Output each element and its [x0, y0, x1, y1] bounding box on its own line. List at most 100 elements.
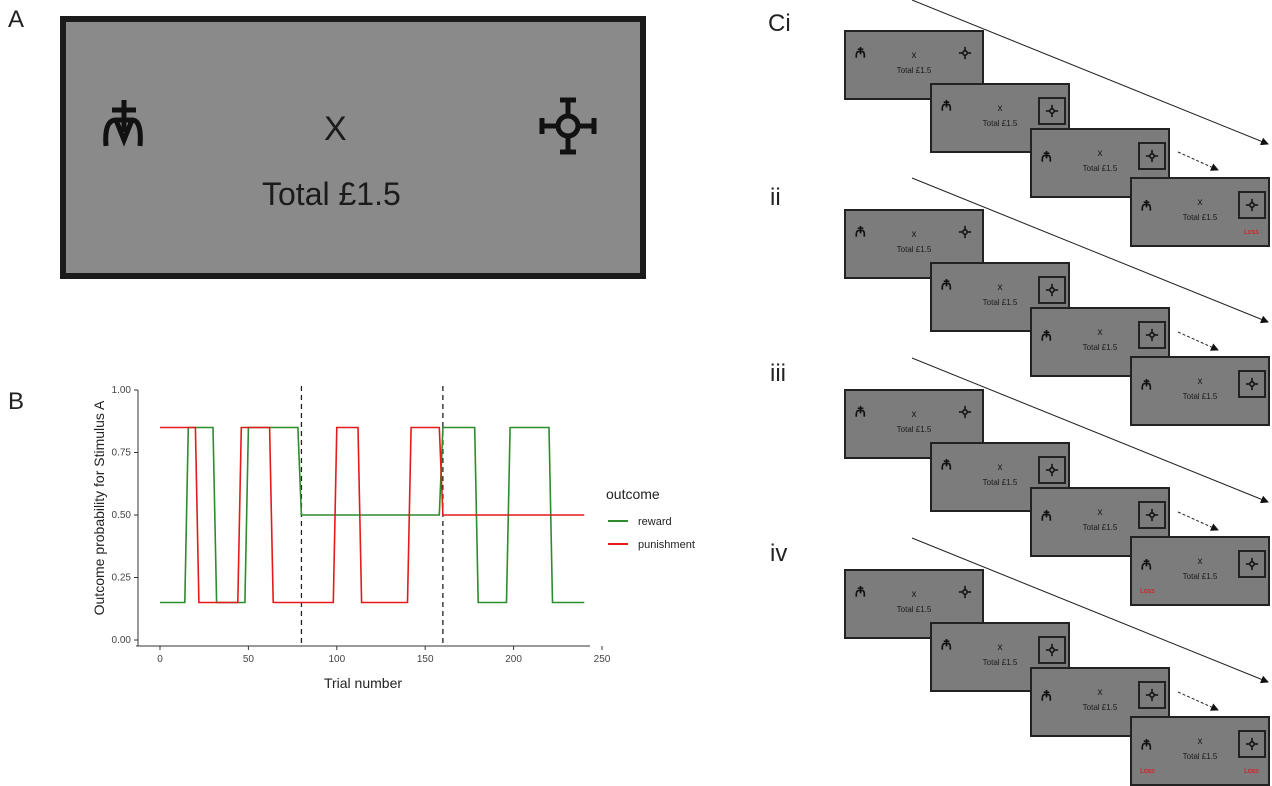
- trial-frame-ii-4: x Total £1.5: [1130, 356, 1270, 426]
- panel-label-iii: iii: [770, 360, 786, 387]
- legend-reward-label: reward: [638, 516, 672, 528]
- total-winnings: Total £1.5: [1182, 572, 1218, 581]
- legend-title: outcome: [606, 486, 660, 502]
- total-winnings: Total £1.5: [1182, 752, 1218, 761]
- total-winnings: Total £1.5: [1082, 343, 1118, 352]
- selection-box: [1238, 191, 1266, 219]
- fixation-cross: x: [997, 103, 1003, 114]
- loss-feedback: Loss: [1140, 768, 1155, 775]
- stimulus-a-icon: [1140, 199, 1154, 218]
- stimulus-a-icon: [1040, 509, 1054, 528]
- y-tick-label: 0.00: [112, 635, 132, 646]
- stimulus-a-icon: [940, 638, 954, 657]
- stimulus-b-icon: [1145, 328, 1159, 347]
- stimulus-b-icon: [1045, 283, 1059, 302]
- fixation-cross: x: [911, 589, 917, 600]
- series-line-reward: [160, 426, 585, 604]
- feedback-arrow-ii: [1177, 331, 1219, 351]
- panel-label-ci: Ci: [768, 10, 791, 37]
- stimulus-b-icon: [1145, 688, 1159, 707]
- loss-feedback: Loss: [1244, 229, 1259, 236]
- fixation-cross: x: [1197, 197, 1203, 208]
- fixation-cross: x: [1097, 148, 1103, 159]
- stimulus-b-icon: [958, 405, 972, 424]
- stimulus-b-icon: [1245, 198, 1259, 217]
- trial-frame-ci-2: x Total £1.5: [930, 83, 1070, 153]
- selection-box: [1138, 142, 1166, 170]
- legend-punishment-label: punishment: [638, 539, 695, 551]
- stimulus-a-icon: [940, 278, 954, 297]
- fixation-cross: x: [1097, 687, 1103, 698]
- total-winnings: Total £1.5: [1082, 703, 1118, 712]
- total-winnings: Total £1.5: [982, 119, 1018, 128]
- total-winnings: Total £1.5: [1182, 213, 1218, 222]
- stimulus-b-icon: [1145, 508, 1159, 527]
- y-axis-label: Outcome probability for Stimulus A: [91, 400, 107, 615]
- selection-box: [1238, 730, 1266, 758]
- fixation-cross: x: [911, 229, 917, 240]
- feedback-arrow-iv: [1177, 691, 1219, 711]
- y-tick-label: 0.75: [112, 448, 132, 459]
- x-tick-label: 100: [328, 654, 345, 665]
- stimulus-a-icon: [940, 458, 954, 477]
- stimulus-a-icon: [1140, 378, 1154, 397]
- stimulus-a-icon: [854, 405, 868, 424]
- trial-frame-iii-4: x Total £1.5 Loss: [1130, 536, 1270, 606]
- feedback-arrow-iii: [1177, 511, 1219, 531]
- fixation-cross: x: [911, 50, 917, 61]
- total-winnings: Total £1.5: [896, 605, 932, 614]
- stimulus-a-icon: [1040, 689, 1054, 708]
- x-tick-label: 250: [594, 654, 611, 665]
- selection-box: [1238, 550, 1266, 578]
- fixation-cross: x: [997, 462, 1003, 473]
- selection-box: [1238, 370, 1266, 398]
- fixation-cross: x: [997, 282, 1003, 293]
- stimulus-b-icon: [1045, 643, 1059, 662]
- total-winnings: Total £1.5: [1082, 164, 1118, 173]
- total-winnings: Total £1.5: [982, 658, 1018, 667]
- total-winnings: Total £1.5: [896, 245, 932, 254]
- stimulus-b-icon: [1245, 737, 1259, 756]
- stimulus-b-icon: [1245, 557, 1259, 576]
- stimulus-b-icon: [1245, 377, 1259, 396]
- fixation-cross: x: [1197, 736, 1203, 747]
- total-winnings: Total £1.5: [982, 478, 1018, 487]
- series-line-punishment: [160, 426, 585, 604]
- trial-frame-ci-3: x Total £1.5: [1030, 128, 1170, 198]
- trial-frame-ci-1: x Total £1.5: [844, 30, 984, 100]
- x-tick-label: 0: [157, 654, 163, 665]
- selection-box: [1038, 97, 1066, 125]
- panel-label-b: B: [8, 388, 25, 415]
- stimulus-a-icon: [1140, 558, 1154, 577]
- y-tick-label: 0.25: [112, 573, 132, 584]
- trial-frame-iv-4: x Total £1.5 Loss Loss: [1130, 716, 1270, 786]
- stimulus-a-icon: [1040, 329, 1054, 348]
- stimulus-b-icon: [1045, 463, 1059, 482]
- total-winnings: Total £1.5: [262, 176, 401, 212]
- feedback-arrow-ci: [1177, 151, 1219, 171]
- fixation-cross: x: [1197, 556, 1203, 567]
- stimulus-b-icon: [1045, 104, 1059, 123]
- stimulus-b-icon: [958, 585, 972, 604]
- selection-box: [1038, 456, 1066, 484]
- outcome-probability-chart: 0 50 100 150 200 250 0.00 0.25 0.50 0.75 1.00 Outc…: [91, 385, 695, 691]
- panel-label-a: A: [8, 6, 25, 33]
- stimulus-a-icon: [103, 100, 143, 147]
- total-winnings: Total £1.5: [1182, 392, 1218, 401]
- stimulus-screen: X Total £1.5: [60, 16, 646, 279]
- stimulus-b-icon: [539, 97, 597, 155]
- trial-frame-ci-4: x Total £1.5 Loss: [1130, 177, 1270, 247]
- stimulus-a-icon: [854, 46, 868, 65]
- total-winnings: Total £1.5: [1082, 523, 1118, 532]
- stimulus-a-icon: [1140, 738, 1154, 757]
- total-winnings: Total £1.5: [896, 66, 932, 75]
- stimulus-a-icon: [940, 99, 954, 118]
- selection-box: [1138, 321, 1166, 349]
- fixation-cross: x: [1097, 327, 1103, 338]
- panel-label-iv: iv: [770, 540, 788, 567]
- y-tick-label: 1.00: [112, 385, 132, 396]
- total-winnings: Total £1.5: [982, 298, 1018, 307]
- loss-feedback: Loss: [1244, 768, 1259, 775]
- loss-feedback: Loss: [1140, 588, 1155, 595]
- x-tick-label: 200: [505, 654, 522, 665]
